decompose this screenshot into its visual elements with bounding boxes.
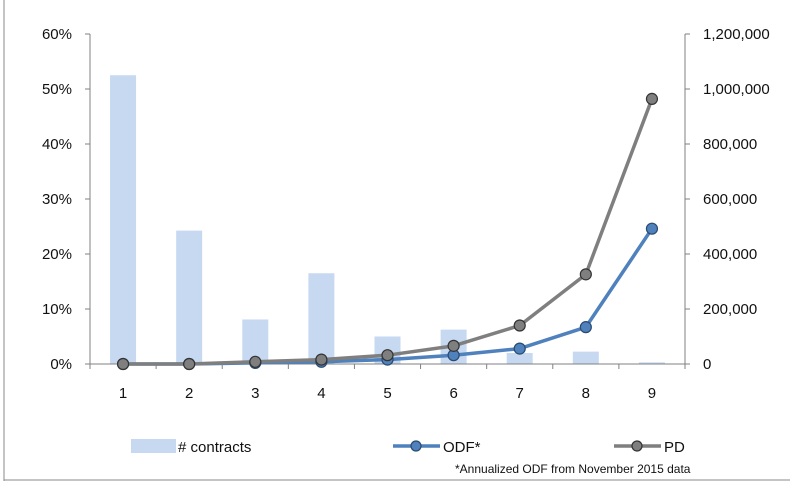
point-odf bbox=[579, 321, 592, 334]
bar-contracts bbox=[176, 230, 203, 364]
line-pd bbox=[123, 98, 654, 366]
right-tick-label: 600,000 bbox=[703, 191, 757, 208]
x-tick-label: 7 bbox=[516, 385, 524, 402]
x-tick-label: 4 bbox=[317, 385, 325, 402]
point-pd bbox=[183, 357, 196, 371]
x-tick-label: 8 bbox=[582, 385, 590, 402]
left-axis-tick-labels: 0% 10% 20% 30% 40% 50% 60% bbox=[42, 26, 72, 373]
right-tick-label: 800,000 bbox=[703, 136, 757, 153]
point-pd bbox=[315, 353, 328, 366]
legend: # contracts ODF* PD bbox=[131, 439, 685, 456]
left-tick-label: 60% bbox=[42, 26, 72, 43]
point-pd bbox=[116, 357, 130, 371]
point-pd bbox=[513, 319, 526, 332]
point-pd bbox=[579, 268, 592, 281]
point-odf bbox=[645, 222, 659, 235]
right-tick-label: 400,000 bbox=[703, 246, 757, 263]
point-pd bbox=[447, 339, 460, 352]
left-tick-label: 40% bbox=[42, 136, 72, 153]
x-tick-label: 5 bbox=[383, 385, 391, 402]
x-tick-label: 3 bbox=[251, 385, 259, 402]
right-tick-label: 1,200,000 bbox=[703, 26, 770, 43]
legend-label-contracts: # contracts bbox=[178, 439, 251, 456]
bar-contracts bbox=[572, 351, 599, 364]
left-tick-label: 30% bbox=[42, 191, 72, 208]
legend-marker-odf bbox=[410, 440, 422, 452]
point-pd bbox=[645, 92, 659, 106]
legend-label-odf: ODF* bbox=[443, 439, 481, 456]
legend-swatch-contracts bbox=[131, 439, 176, 453]
x-tick-label: 1 bbox=[119, 385, 127, 402]
bar-contracts bbox=[506, 353, 533, 364]
axis-tick-marks bbox=[85, 33, 690, 369]
line-markers bbox=[116, 92, 659, 371]
point-odf bbox=[513, 342, 526, 355]
left-tick-label: 50% bbox=[42, 81, 72, 98]
left-tick-label: 10% bbox=[42, 301, 72, 318]
right-tick-label: 200,000 bbox=[703, 301, 757, 318]
right-tick-label: 1,000,000 bbox=[703, 81, 770, 98]
bar-contracts bbox=[308, 273, 335, 364]
footnote: *Annualized ODF from November 2015 data bbox=[455, 462, 691, 476]
x-tick-label: 9 bbox=[648, 385, 656, 402]
bar-contracts bbox=[638, 362, 665, 364]
point-pd bbox=[249, 355, 262, 368]
right-axis-tick-labels: 0 200,000 400,000 600,000 800,000 1,000,000 1,… bbox=[703, 26, 770, 373]
x-tick-label: 6 bbox=[449, 385, 457, 402]
bar-contracts bbox=[110, 75, 137, 364]
left-tick-label: 0% bbox=[50, 356, 72, 373]
x-tick-label: 2 bbox=[185, 385, 193, 402]
legend-label-pd: PD bbox=[664, 439, 685, 456]
contracts-bars bbox=[110, 75, 665, 364]
left-tick-label: 20% bbox=[42, 246, 72, 263]
point-pd bbox=[381, 349, 394, 362]
legend-marker-pd bbox=[631, 440, 643, 452]
line-series bbox=[123, 98, 654, 366]
right-tick-label: 0 bbox=[703, 356, 711, 373]
x-axis-tick-labels: 1 2 3 4 5 6 7 8 9 bbox=[119, 385, 656, 402]
